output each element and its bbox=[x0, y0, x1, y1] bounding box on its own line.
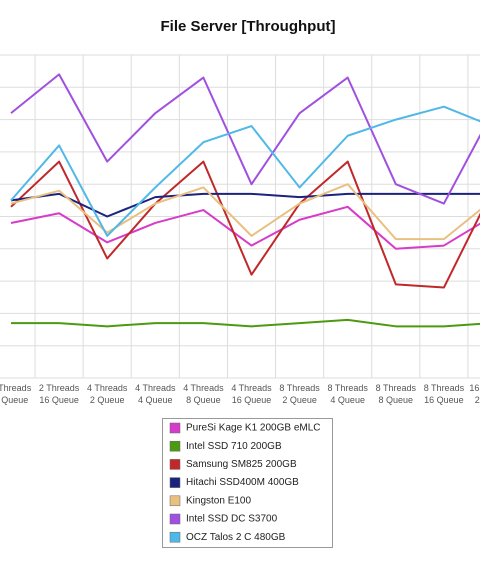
x-tick-label-line: 4 Threads bbox=[135, 383, 176, 393]
legend-swatch bbox=[169, 495, 181, 507]
x-tick-label: 8 Threads 8 Queue bbox=[376, 383, 417, 405]
x-tick-label-line: 8 Threads bbox=[376, 383, 417, 393]
legend-swatch bbox=[169, 531, 181, 543]
legend-swatch bbox=[169, 459, 181, 470]
x-tick-label-line: 2 Queue bbox=[282, 395, 317, 405]
x-tick-label-line: 8 Threads bbox=[279, 383, 320, 393]
legend-swatch bbox=[169, 440, 181, 452]
legend-swatch bbox=[169, 422, 181, 434]
x-tick-label-line: 4 Queue bbox=[138, 395, 173, 405]
series-line bbox=[10, 105, 480, 237]
x-tick-label-line: 16 Queue bbox=[39, 395, 79, 405]
legend-swatch bbox=[169, 513, 181, 525]
x-tick-label-line: 2 Threads bbox=[39, 383, 80, 393]
series-line bbox=[10, 205, 480, 250]
legend-label: Hitachi SSD400M 400GB bbox=[186, 477, 299, 488]
series-line bbox=[11, 318, 480, 328]
series-line bbox=[10, 183, 480, 241]
x-tick-label: 2 Threads 16 Queue bbox=[39, 383, 80, 405]
series-line bbox=[10, 73, 480, 205]
x-tick-label-line: 4 Queue bbox=[330, 395, 365, 405]
x-tick-label-line: 8 Threads bbox=[328, 383, 369, 393]
legend-label: Kingston E100 bbox=[186, 495, 251, 506]
x-tick-label-line: 8 Queue bbox=[186, 395, 221, 405]
legend-box bbox=[162, 418, 333, 548]
x-tick-label-line: 8 Queue bbox=[379, 395, 414, 405]
x-tick-label-line: 16 Threads bbox=[469, 383, 480, 393]
x-tick-label: 2 Threads 8 Queue bbox=[0, 383, 32, 405]
x-tick-label: 8 Threads 16 Queue bbox=[424, 383, 465, 405]
x-tick-label-line: 4 Threads bbox=[183, 383, 224, 393]
x-tick-label: 4 Threads 16 Queue bbox=[231, 383, 272, 405]
legend-label: Intel SSD 710 200GB bbox=[186, 441, 282, 452]
x-tick-label: 4 Threads 4 Queue bbox=[135, 383, 176, 405]
chart-title: File Server [Throughput] bbox=[160, 18, 335, 35]
x-tick-label-line: 2 Threads bbox=[0, 383, 32, 393]
legend-label: OCZ Talos 2 C 480GB bbox=[186, 532, 286, 543]
legend-label: PureSi Kage K1 200GB eMLC bbox=[186, 423, 321, 434]
x-tick-label: 8 Threads 2 Queue bbox=[279, 383, 320, 405]
x-tick-label: 8 Threads 4 Queue bbox=[328, 383, 369, 405]
legend-label: Intel SSD DC S3700 bbox=[186, 514, 278, 525]
legend-label: Samsung SM825 200GB bbox=[186, 459, 297, 470]
x-tick-label: 4 Threads 2 Queue bbox=[87, 383, 128, 405]
series-line bbox=[10, 160, 480, 289]
x-tick-label-line: 8 Queue bbox=[0, 395, 28, 405]
legend-swatch bbox=[169, 477, 181, 488]
x-tick-label-line: 16 Queue bbox=[424, 395, 464, 405]
x-tick-label-line: 4 Threads bbox=[87, 383, 128, 393]
x-tick-label-line: 2 Queue bbox=[90, 395, 125, 405]
x-tick-label: 4 Threads 8 Queue bbox=[183, 383, 224, 405]
x-tick-label-line: 8 Threads bbox=[424, 383, 465, 393]
x-tick-label-line: 16 Queue bbox=[232, 395, 272, 405]
x-tick-label-line: 4 Threads bbox=[231, 383, 272, 393]
x-tick-label-line: 2 Queue bbox=[475, 395, 480, 405]
series-line bbox=[10, 192, 480, 218]
x-tick-label: 16 Threads 2 Queue bbox=[469, 383, 480, 405]
